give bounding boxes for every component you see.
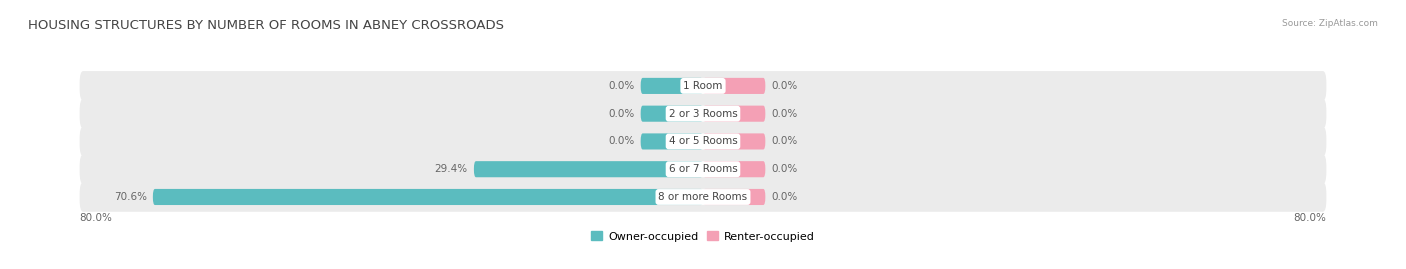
Text: 0.0%: 0.0% xyxy=(772,109,797,119)
FancyBboxPatch shape xyxy=(80,127,1326,156)
Text: 70.6%: 70.6% xyxy=(114,192,146,202)
FancyBboxPatch shape xyxy=(641,78,703,94)
Text: 0.0%: 0.0% xyxy=(772,192,797,202)
Text: 4 or 5 Rooms: 4 or 5 Rooms xyxy=(669,136,737,146)
Text: 0.0%: 0.0% xyxy=(772,81,797,91)
FancyBboxPatch shape xyxy=(80,99,1326,129)
Text: 80.0%: 80.0% xyxy=(1294,213,1326,223)
Text: Source: ZipAtlas.com: Source: ZipAtlas.com xyxy=(1282,19,1378,28)
Text: 29.4%: 29.4% xyxy=(434,164,468,174)
FancyBboxPatch shape xyxy=(703,133,765,150)
FancyBboxPatch shape xyxy=(80,154,1326,184)
Text: 2 or 3 Rooms: 2 or 3 Rooms xyxy=(669,109,737,119)
Text: 0.0%: 0.0% xyxy=(772,136,797,146)
Text: 0.0%: 0.0% xyxy=(609,109,634,119)
FancyBboxPatch shape xyxy=(641,133,703,150)
FancyBboxPatch shape xyxy=(474,161,703,177)
FancyBboxPatch shape xyxy=(703,106,765,122)
Text: HOUSING STRUCTURES BY NUMBER OF ROOMS IN ABNEY CROSSROADS: HOUSING STRUCTURES BY NUMBER OF ROOMS IN… xyxy=(28,19,505,32)
Legend: Owner-occupied, Renter-occupied: Owner-occupied, Renter-occupied xyxy=(586,227,820,246)
FancyBboxPatch shape xyxy=(703,161,765,177)
FancyBboxPatch shape xyxy=(703,189,765,205)
Text: 6 or 7 Rooms: 6 or 7 Rooms xyxy=(669,164,737,174)
Text: 0.0%: 0.0% xyxy=(609,81,634,91)
Text: 8 or more Rooms: 8 or more Rooms xyxy=(658,192,748,202)
FancyBboxPatch shape xyxy=(153,189,703,205)
FancyBboxPatch shape xyxy=(80,71,1326,101)
Text: 0.0%: 0.0% xyxy=(609,136,634,146)
FancyBboxPatch shape xyxy=(641,106,703,122)
Text: 0.0%: 0.0% xyxy=(772,164,797,174)
FancyBboxPatch shape xyxy=(703,78,765,94)
FancyBboxPatch shape xyxy=(80,182,1326,212)
Text: 1 Room: 1 Room xyxy=(683,81,723,91)
Text: 80.0%: 80.0% xyxy=(80,213,112,223)
